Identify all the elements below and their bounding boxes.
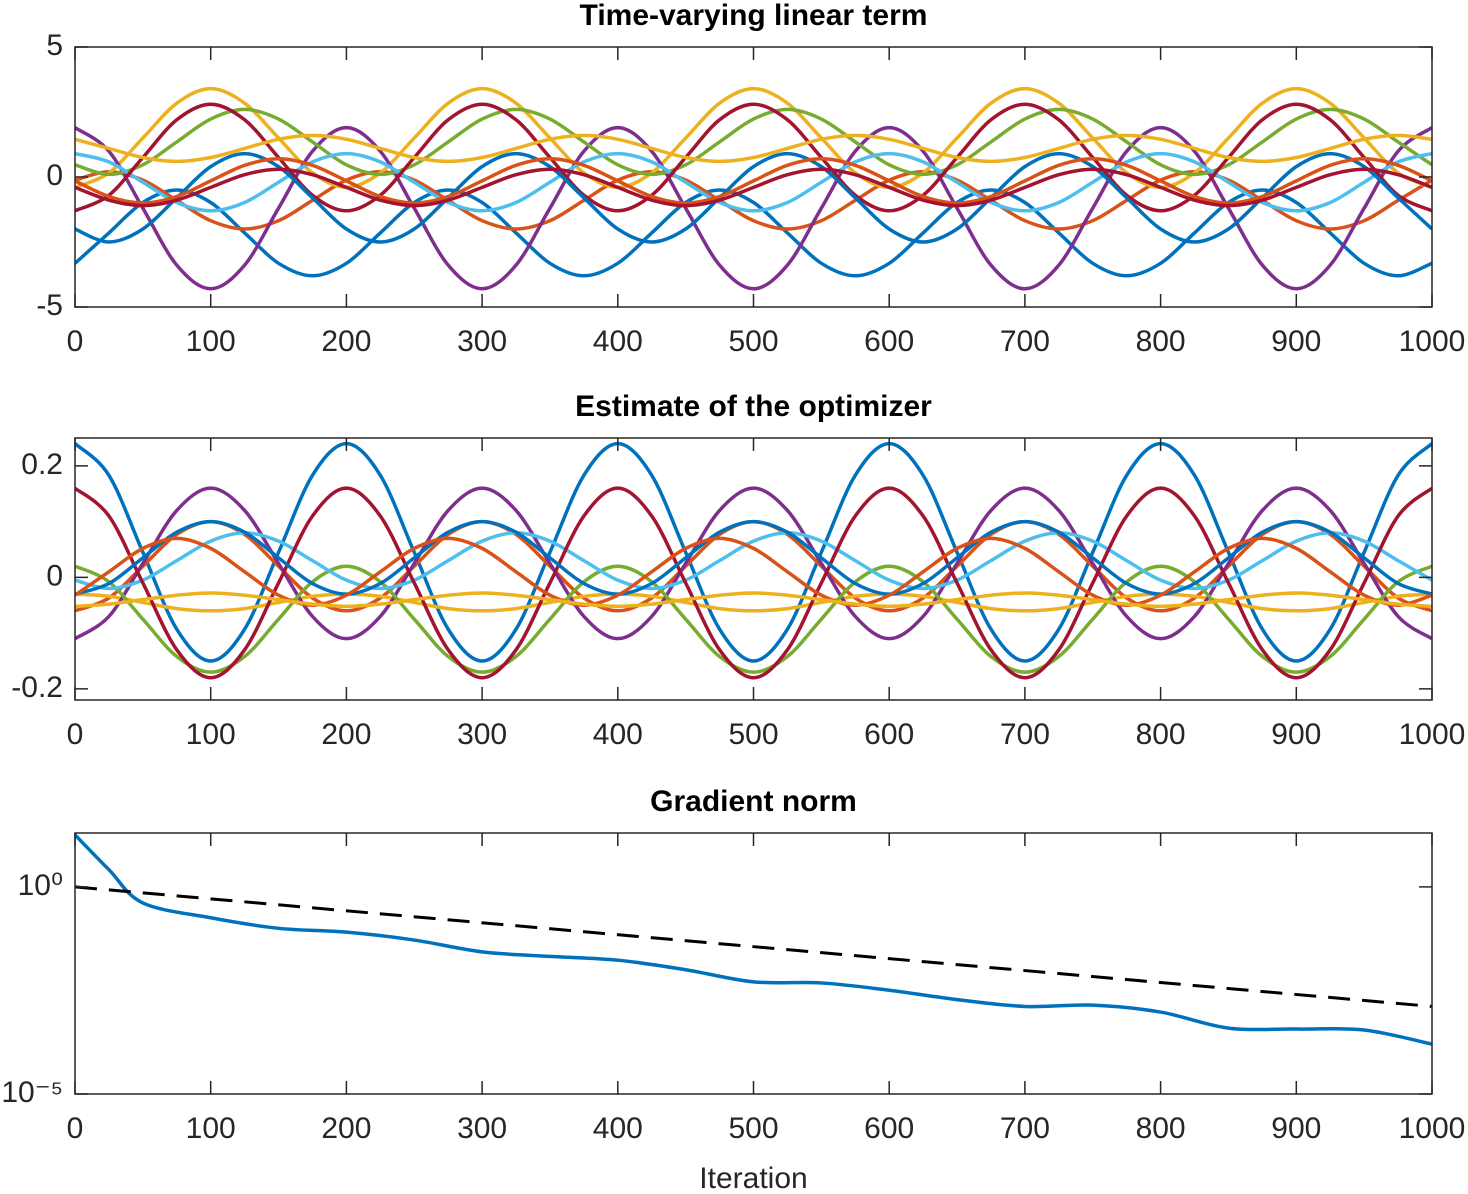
y-tick-label: 0	[46, 559, 63, 592]
x-tick-label: 0	[67, 1112, 84, 1145]
chart-title: Time-varying linear term	[580, 0, 928, 32]
x-tick-label: 400	[593, 1112, 643, 1145]
y-tick-label: -0.2	[11, 671, 63, 704]
x-tick-label: 500	[728, 325, 778, 358]
x-tick-label: 1000	[1399, 718, 1466, 751]
y-tick-label: -5	[36, 289, 63, 322]
x-tick-label: 600	[864, 325, 914, 358]
x-tick-label: 400	[593, 718, 643, 751]
x-tick-label: 100	[186, 1112, 236, 1145]
x-tick-label: 800	[1136, 325, 1186, 358]
data-line	[75, 833, 1432, 1046]
data-line	[75, 151, 1432, 244]
y-tick-label: 10⁻⁵	[1, 1076, 63, 1109]
x-tick-label: 900	[1271, 718, 1321, 751]
x-tick-label: 600	[864, 1112, 914, 1145]
data-line	[75, 167, 1432, 208]
data-line	[75, 188, 1432, 278]
x-tick-label: 700	[1000, 1112, 1050, 1145]
data-line	[75, 157, 1432, 205]
x-tick-label: 500	[728, 718, 778, 751]
x-tick-label: 900	[1271, 1112, 1321, 1145]
data-line	[75, 133, 1432, 164]
x-tick-label: 100	[186, 325, 236, 358]
x-tick-label: 200	[321, 325, 371, 358]
data-line	[75, 519, 1432, 596]
plot-area	[75, 438, 1432, 700]
x-tick-label: 800	[1136, 1112, 1186, 1145]
x-tick-label: 300	[457, 718, 507, 751]
x-tick-label: 300	[457, 325, 507, 358]
y-tick-label: 5	[46, 29, 63, 62]
x-tick-label: 200	[321, 1112, 371, 1145]
x-tick-label: 800	[1136, 718, 1186, 751]
plot-area	[75, 47, 1432, 307]
x-tick-label: 500	[728, 1112, 778, 1145]
chart-title: Estimate of the optimizer	[575, 390, 932, 423]
x-tick-label: 400	[593, 325, 643, 358]
data-line	[75, 592, 1432, 613]
x-tick-label: 1000	[1399, 1112, 1466, 1145]
data-line	[75, 591, 1432, 609]
chart-title: Gradient norm	[650, 785, 857, 818]
x-tick-label: 700	[1000, 325, 1050, 358]
x-tick-label: 900	[1271, 325, 1321, 358]
data-line	[75, 486, 1432, 680]
data-line	[75, 885, 1432, 1008]
x-tick-label: 300	[457, 1112, 507, 1145]
x-tick-label: 600	[864, 718, 914, 751]
x-tick-label: 1000	[1399, 325, 1466, 358]
y-tick-label: 0	[46, 159, 63, 192]
x-axis-label: Iteration	[699, 1162, 807, 1194]
x-tick-label: 0	[67, 325, 84, 358]
x-tick-label: 200	[321, 718, 371, 751]
x-tick-label: 0	[67, 718, 84, 751]
data-line	[75, 564, 1432, 674]
data-line	[75, 151, 1432, 213]
x-tick-label: 100	[186, 718, 236, 751]
plot-area	[75, 833, 1432, 1094]
y-tick-label: 0.2	[21, 448, 63, 481]
data-line	[75, 531, 1432, 591]
data-line	[75, 441, 1432, 663]
y-tick-label: 10⁰	[18, 869, 63, 902]
x-tick-label: 700	[1000, 718, 1050, 751]
